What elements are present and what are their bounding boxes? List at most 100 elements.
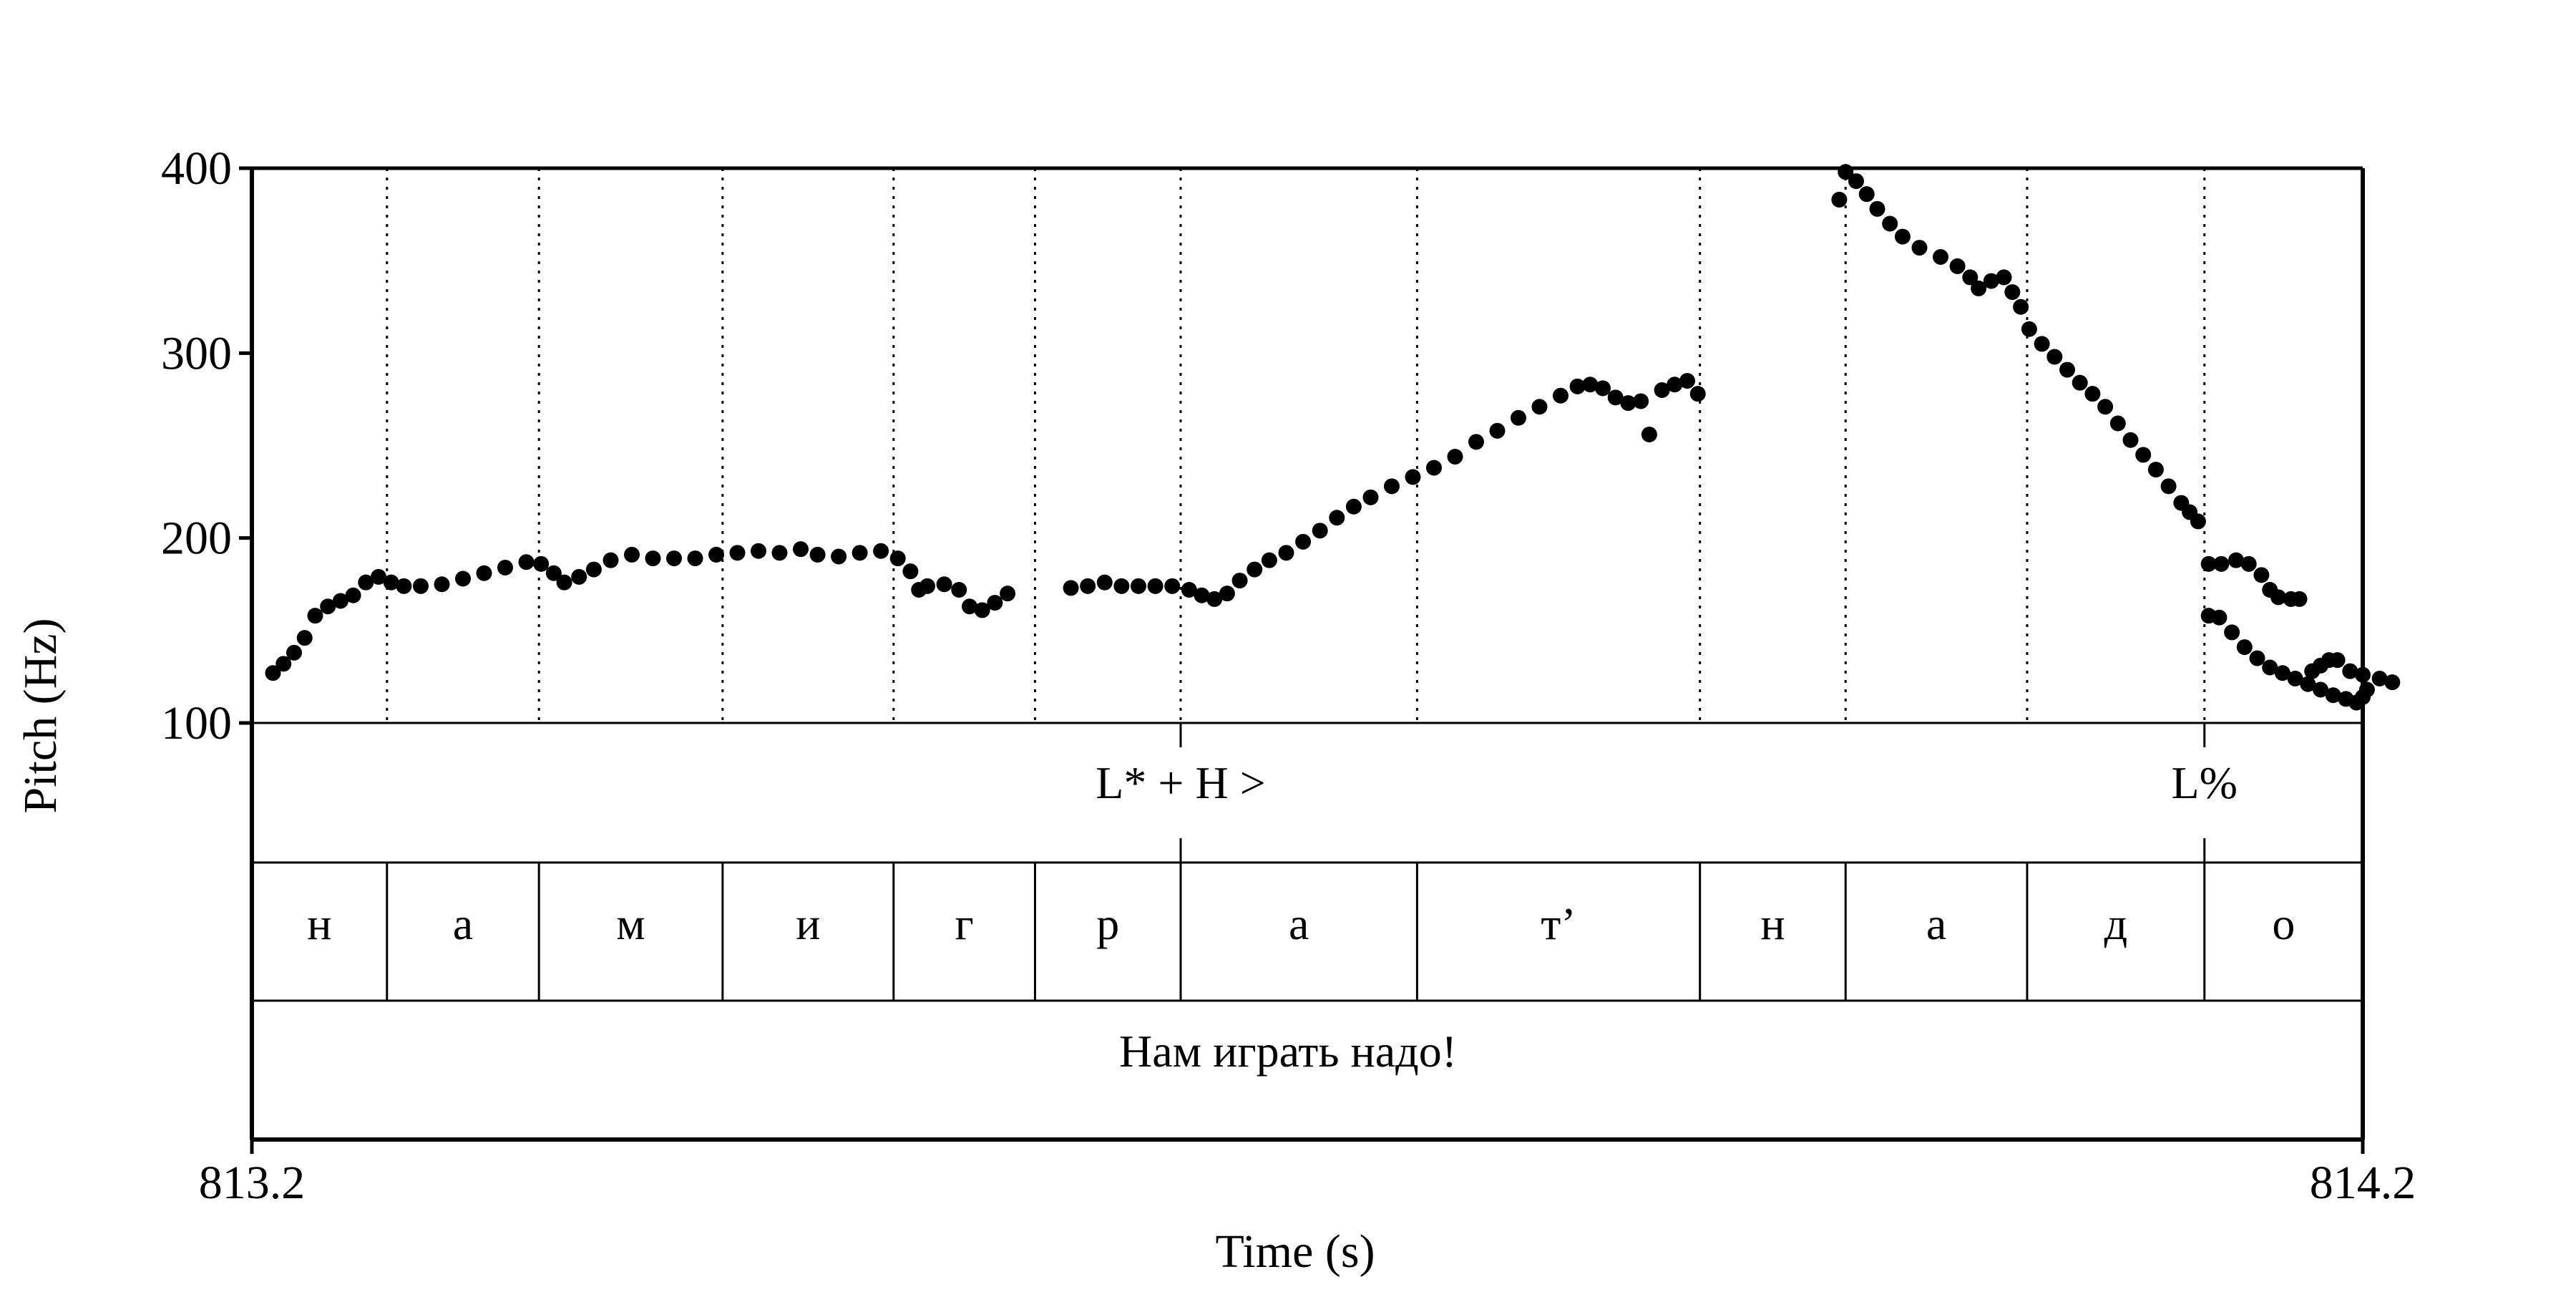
pitch-point (2135, 447, 2152, 463)
pitch-point (518, 554, 535, 570)
pitch-point (2249, 650, 2265, 666)
pitch-point (962, 598, 977, 615)
pitch-point (585, 561, 602, 578)
pitch-point (1949, 258, 1966, 274)
pitch-point (602, 552, 619, 568)
tone-label: L* + H > (1096, 757, 1266, 808)
pitch-point (1511, 409, 1526, 426)
pitch-point (358, 574, 374, 591)
pitch-point (2190, 513, 2206, 530)
plot-frame: 100 200 300 400 813.2 814.2 (161, 142, 2416, 1209)
pitch-point (1295, 533, 1312, 550)
segment-label: а (453, 898, 473, 949)
y-tick-label: 100 (161, 697, 232, 749)
pitch-point (2211, 609, 2228, 626)
pitch-point (2253, 567, 2270, 583)
pitch-point (1595, 380, 1611, 397)
pitch-point (2371, 671, 2388, 686)
pitch-point (1553, 387, 1568, 404)
tone-label: L% (2172, 757, 2238, 808)
pitch-point (1194, 587, 1210, 603)
pitch-point (2329, 652, 2346, 669)
sentence-tier-text: Нам играть надо! (1119, 1026, 1457, 1077)
pitch-point (396, 578, 412, 594)
pitch-point (1858, 186, 1875, 203)
pitch-point (1206, 591, 1223, 607)
pitch-point (2224, 624, 2240, 641)
pitch-point (1096, 574, 1113, 591)
pitch-point (951, 582, 967, 598)
pitch-point (2021, 321, 2037, 337)
pitch-point (1831, 191, 1848, 208)
pitch-point (296, 630, 313, 646)
pitch-point (1911, 240, 1928, 256)
pitch-point (1278, 545, 1294, 561)
pitch-point (275, 656, 292, 672)
y-tick-label: 300 (161, 327, 232, 379)
pitch-point (2213, 555, 2230, 572)
segment-label: н (307, 898, 331, 949)
pitch-point (1181, 582, 1197, 598)
pitch-point (2072, 374, 2088, 391)
pitch-point (1569, 378, 1586, 394)
pitch-point (1620, 395, 1636, 412)
pitch-point (286, 644, 302, 661)
pitch-point (751, 543, 766, 559)
pitch-point (2200, 555, 2217, 572)
pitch-point (1447, 449, 1463, 465)
segment-label: и (796, 898, 820, 949)
pitch-point (2240, 555, 2257, 572)
pitch-point (2228, 552, 2244, 568)
pitch-point (2287, 671, 2303, 686)
pitch-point (1971, 280, 1987, 296)
pitch-point (2160, 478, 2177, 495)
pitch-point (1933, 249, 1948, 265)
pitch-point (708, 546, 724, 563)
pitch-point (1164, 578, 1181, 594)
pitch-point (902, 563, 919, 580)
pitch-point (666, 550, 682, 567)
pitch-point (1231, 573, 1248, 589)
pitch-point (974, 602, 990, 618)
pitch-point (1131, 578, 1146, 594)
pitch-point (265, 665, 281, 681)
pitch-point (2059, 361, 2075, 378)
pitch-point (793, 541, 809, 558)
pitch-point (809, 546, 826, 563)
pitch-point (1000, 586, 1016, 602)
pitch-point (1882, 215, 1898, 232)
pitch-point (2046, 349, 2063, 365)
pitch-point (2122, 432, 2139, 448)
segment-label: а (1926, 898, 1946, 949)
pitch-point (1633, 393, 1649, 409)
segment-label: г (955, 898, 974, 949)
x-axis-title: Time (s) (1215, 1225, 1375, 1278)
pitch-point (383, 574, 399, 591)
pitch-point (2300, 676, 2316, 692)
pitch-point (645, 550, 661, 567)
pitch-point (987, 595, 1003, 611)
segment-label: а (1289, 898, 1309, 949)
pitch-point (2274, 665, 2290, 681)
pitch-point (2109, 415, 2126, 432)
pitch-point (2097, 399, 2114, 415)
pitch-point (1983, 273, 1999, 289)
pitch-point (545, 565, 562, 581)
pitch-point (1582, 377, 1599, 393)
pitch-point (307, 608, 323, 624)
segment-label: о (2272, 898, 2295, 949)
pitch-point (2004, 284, 2021, 301)
pitch-point (2313, 681, 2328, 698)
pitch-point (1329, 510, 1345, 526)
pitch-point (2147, 462, 2164, 478)
pitch-point (2325, 687, 2341, 704)
pitch-point (1894, 228, 1911, 245)
pitch-point (1362, 489, 1379, 505)
pitch-point (2291, 591, 2308, 607)
pitch-point (1426, 460, 1442, 476)
pitch-point (624, 546, 640, 563)
segment-label: д (2104, 898, 2128, 949)
